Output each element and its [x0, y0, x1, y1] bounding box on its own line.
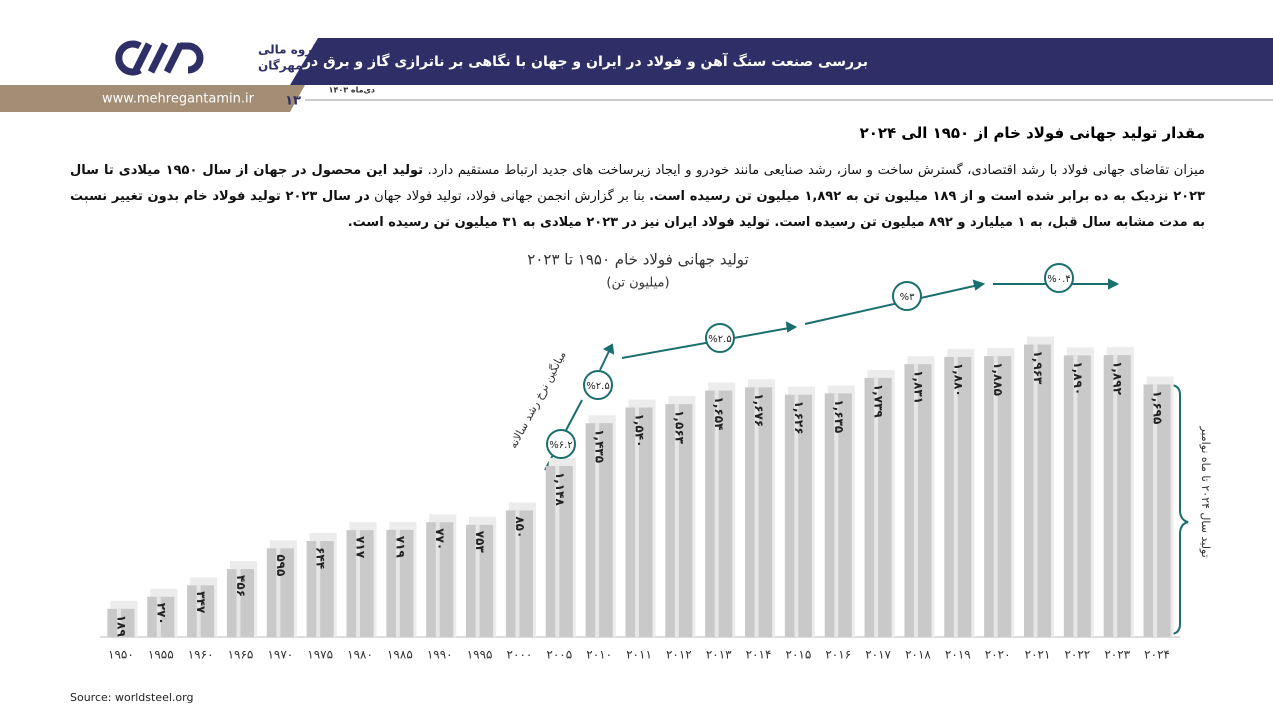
x-tick-label: ۲۰۲۴ [1144, 648, 1170, 662]
paragraph-segment: تولید این محصول در جهان از سال ۱۹۵۰ میلا… [70, 163, 1205, 204]
x-tick-label: ۲۰۱۵ [786, 648, 812, 662]
value-label: ۱,۶۹۵ [1151, 390, 1165, 424]
growth-badge [892, 281, 922, 311]
x-tick-label: ۲۰۱۹ [945, 648, 971, 662]
bar [187, 585, 215, 637]
x-tick-label: ۲۰۱۱ [626, 648, 652, 662]
source: Source: worldsteel.org [70, 691, 193, 704]
x-tick-label: ۲۰۱۲ [666, 648, 692, 662]
x-tick-label: ۱۹۵۰ [108, 648, 134, 662]
x-tick-label: ۲۰۱۶ [825, 648, 851, 662]
x-tick-label: ۲۰۲۳ [1104, 648, 1130, 662]
x-tick-label: ۱۹۵۵ [148, 648, 174, 662]
x-tick-label: ۱۹۹۰ [427, 648, 453, 662]
value-label: ۱,۶۷۶ [752, 393, 766, 427]
value-label: ۵۹۵ [274, 554, 288, 576]
value-label: ۱,۸۳۱ [911, 370, 925, 404]
paragraph: میزان تقاضای جهانی فولاد با رشد اقتصادی،… [70, 158, 1205, 236]
x-tick-label: ۱۹۷۵ [307, 648, 333, 662]
value-label: ۸۵۰ [513, 516, 527, 538]
value-label: ۱,۶۲۶ [792, 401, 806, 435]
url-band [0, 85, 305, 112]
value-label: ۳۴۷ [194, 591, 208, 614]
value-label: ۱,۸۸۰ [951, 363, 965, 397]
value-label: ۱,۶۳۵ [832, 399, 846, 433]
growth-rate: %۳ [900, 292, 916, 303]
value-label: ۱,۴۳۵ [593, 429, 607, 463]
website: www.mehregantamin.ir [102, 92, 255, 107]
value-label: ۷۱۹ [393, 536, 407, 559]
value-label: ۶۴۴ [314, 547, 328, 569]
x-tick-label: ۱۹۷۰ [267, 648, 293, 662]
value-label: ۱,۱۴۸ [553, 472, 567, 507]
value-label: ۷۵۳ [473, 531, 487, 554]
x-tick-label: ۲۰۲۲ [1064, 648, 1090, 662]
value-label: ۱,۸۸۵ [991, 362, 1005, 396]
value-label: ۲۷۰ [154, 603, 168, 625]
growth-rate: %۲.۵ [708, 334, 731, 345]
growth-badge [1044, 263, 1074, 293]
header-band [290, 38, 1273, 85]
header-title: بررسی صنعت سنگ آهن و فولاد در ایران و جه… [216, 52, 868, 70]
paragraph-segment: بنا بر گزارش انجمن جهانی فولاد، تولید فو… [369, 189, 650, 204]
page-number: ۱۳ [285, 94, 301, 109]
x-tick-label: ۱۹۹۵ [467, 648, 493, 662]
growth-rate: %۰.۴ [1047, 274, 1070, 285]
section-title: مقدار تولید جهانی فولاد خام از ۱۹۵۰ الی … [859, 124, 1205, 142]
x-tick-label: ۱۹۸۰ [347, 648, 373, 662]
value-label: ۱,۵۴۰ [633, 414, 647, 448]
bar [386, 529, 414, 637]
x-tick-label: ۱۹۶۰ [188, 648, 214, 662]
x-tick-label: ۲۰۱۸ [905, 648, 931, 662]
logo-text: گروه مالی [258, 43, 320, 58]
growth-badge [546, 429, 576, 459]
x-tick-label: ۲۰۲۱ [1025, 648, 1051, 662]
logo [115, 40, 204, 76]
value-label: ۱۸۹ [114, 615, 128, 638]
value-label: ۷۱۷ [354, 536, 368, 559]
x-tick-label: ۲۰۱۴ [746, 648, 772, 662]
x-tick-label: ۱۹۶۵ [228, 648, 254, 662]
value-label: ۱,۸۹۰ [1071, 361, 1085, 395]
chart-title: تولید جهانی فولاد خام ۱۹۵۰ تا ۲۰۲۳ [527, 251, 748, 269]
chart-subtitle: (میلیون تن) [606, 276, 669, 291]
x-tick-label: ۲۰۱۰ [586, 648, 612, 662]
header-date: دی‌ماه ۱۴۰۳ [329, 86, 375, 95]
growth-rate: %۲.۵ [586, 381, 609, 392]
growth-rate: %۶.۲ [549, 440, 572, 451]
paragraph-segment: میزان تقاضای جهانی فولاد با رشد اقتصادی،… [423, 163, 1205, 178]
bracket-label: تولید سال ۲۰۲۴ تا ماه نوامبر [1199, 425, 1212, 557]
value-label: ۱,۵۶۳ [672, 410, 686, 445]
value-label: ۴۵۶ [234, 575, 248, 597]
value-label: ۱,۸۹۲ [1111, 361, 1125, 396]
x-tick-label: ۲۰۱۷ [865, 648, 891, 662]
x-tick-label: ۲۰۰۵ [546, 648, 572, 662]
value-label: ۷۷۰ [433, 528, 447, 550]
growth-badge [583, 370, 613, 400]
paragraph-segment: در سال ۲۰۲۳ تولید فولاد خام بدون تغییر ن… [70, 189, 1205, 230]
growth-badge [705, 323, 735, 353]
logo-text: مهرگان [258, 59, 303, 73]
x-tick-label: ۱۹۸۵ [387, 648, 413, 662]
x-tick-label: ۲۰۱۳ [706, 648, 732, 662]
value-label: ۱,۹۶۳ [1031, 351, 1045, 386]
value-label: ۱,۶۵۴ [712, 397, 726, 431]
value-label: ۱,۷۳۹ [872, 384, 886, 419]
x-tick-label: ۲۰۰۰ [507, 648, 533, 662]
x-tick-label: ۲۰۲۰ [985, 648, 1011, 662]
